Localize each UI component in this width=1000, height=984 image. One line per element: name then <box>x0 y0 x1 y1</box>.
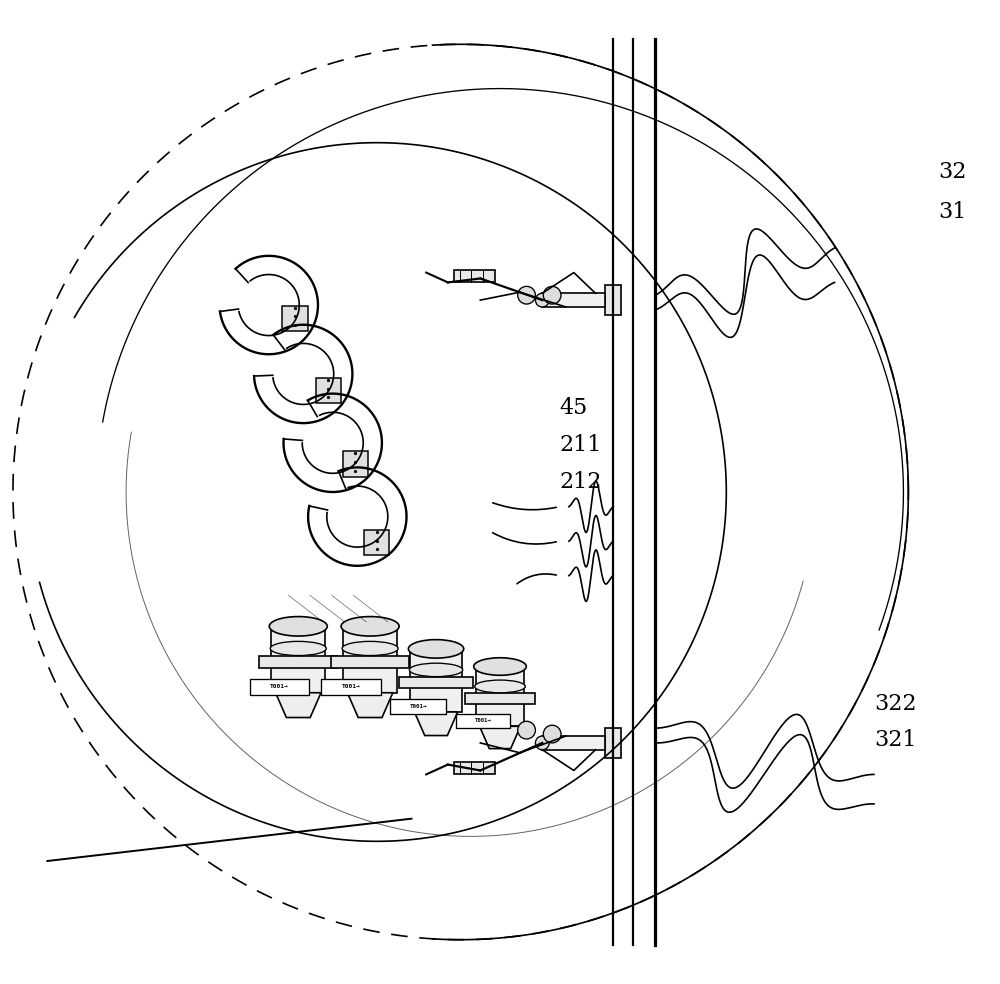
Bar <box>343 626 397 693</box>
Polygon shape <box>347 693 393 717</box>
Bar <box>390 699 446 713</box>
Bar <box>321 679 381 695</box>
Text: 211: 211 <box>559 434 601 456</box>
Polygon shape <box>480 726 520 749</box>
Bar <box>364 529 389 555</box>
Text: 212: 212 <box>559 471 601 493</box>
Text: 31: 31 <box>938 201 966 222</box>
Text: T001→: T001→ <box>270 684 289 689</box>
Ellipse shape <box>269 617 327 636</box>
Text: 321: 321 <box>874 729 916 751</box>
Bar <box>282 306 308 332</box>
Polygon shape <box>276 693 321 717</box>
Bar <box>454 270 495 282</box>
Text: T001→: T001→ <box>409 704 427 708</box>
Text: T001→: T001→ <box>342 684 361 689</box>
Bar <box>605 728 621 758</box>
Bar <box>399 677 473 689</box>
Bar <box>259 655 337 668</box>
Circle shape <box>543 286 561 304</box>
Bar <box>331 655 409 668</box>
Bar <box>542 293 605 307</box>
Bar <box>410 648 462 712</box>
Ellipse shape <box>409 663 463 677</box>
Ellipse shape <box>408 640 464 658</box>
Circle shape <box>518 721 535 739</box>
Text: 322: 322 <box>874 693 916 714</box>
Polygon shape <box>414 712 458 735</box>
Bar <box>476 666 524 726</box>
Circle shape <box>543 725 561 743</box>
Circle shape <box>535 293 549 307</box>
Circle shape <box>518 286 535 304</box>
Ellipse shape <box>270 642 326 655</box>
Ellipse shape <box>475 680 525 693</box>
Ellipse shape <box>474 657 526 675</box>
Bar <box>465 693 535 704</box>
Bar <box>456 713 510 728</box>
Bar <box>250 679 309 695</box>
Bar <box>605 285 621 315</box>
Ellipse shape <box>341 617 399 636</box>
Text: 45: 45 <box>559 398 587 419</box>
Bar <box>271 626 325 693</box>
Bar <box>316 378 341 403</box>
Ellipse shape <box>342 642 398 655</box>
Circle shape <box>535 736 549 750</box>
Bar <box>542 736 605 750</box>
Text: 32: 32 <box>938 161 966 183</box>
Text: T001→: T001→ <box>475 718 491 723</box>
Bar <box>343 452 368 477</box>
Bar <box>454 762 495 774</box>
